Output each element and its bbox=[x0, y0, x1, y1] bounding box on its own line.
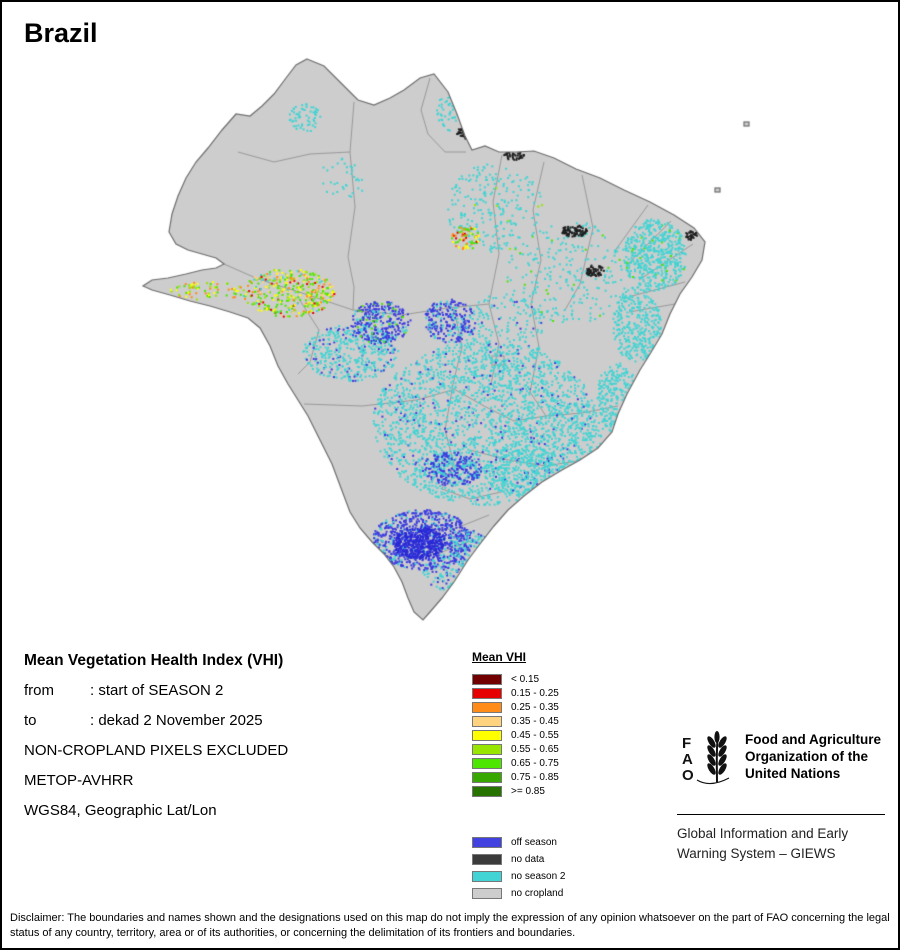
fao-block: F A O Food and Agriculture Organization … bbox=[677, 728, 885, 864]
giews-name: Global Information and Early Warning Sys… bbox=[677, 824, 885, 864]
info-label: to bbox=[24, 712, 37, 729]
legend-extra: off season no data no season 2 no cropla… bbox=[472, 834, 566, 902]
legend-swatch bbox=[472, 785, 502, 797]
fao-org-line: Organization of the bbox=[745, 749, 868, 764]
info-heading: Mean Vegetation Health Index (VHI) bbox=[24, 652, 284, 669]
giews-line: Global Information and Early bbox=[677, 826, 849, 841]
legend-item: no cropland bbox=[472, 885, 566, 902]
legend-label: 0.25 - 0.35 bbox=[511, 701, 559, 713]
fao-logo-icon: F A O bbox=[682, 731, 730, 785]
legend-swatch bbox=[472, 757, 502, 769]
legend-swatch bbox=[472, 715, 502, 727]
legend: Mean VHI < 0.15 0.15 - 0.25 0.25 - 0.35 … bbox=[472, 650, 566, 902]
fao-org-line: Food and Agriculture bbox=[745, 732, 881, 747]
legend-label: >= 0.85 bbox=[511, 785, 545, 797]
svg-text:O: O bbox=[682, 767, 694, 784]
page-title: Brazil bbox=[24, 18, 98, 48]
legend-item: 0.55 - 0.65 bbox=[472, 742, 566, 756]
legend-swatch bbox=[472, 771, 502, 783]
legend-label: 0.75 - 0.85 bbox=[511, 771, 559, 783]
legend-item: no season 2 bbox=[472, 868, 566, 885]
legend-swatch bbox=[472, 888, 502, 899]
legend-label: no data bbox=[511, 854, 545, 865]
fao-org-line: United Nations bbox=[745, 766, 841, 781]
svg-text:F: F bbox=[682, 735, 691, 752]
map-info-block: Mean Vegetation Health Index (VHI) from:… bbox=[24, 646, 288, 826]
legend-swatch bbox=[472, 701, 502, 713]
legend-swatch bbox=[472, 673, 502, 685]
legend-item: off season bbox=[472, 834, 566, 851]
info-row-noncropland: NON-CROPLAND PIXELS EXCLUDED bbox=[24, 736, 288, 766]
legend-swatch bbox=[472, 743, 502, 755]
legend-swatch bbox=[472, 854, 502, 865]
info-value: WGS84, Geographic Lat/Lon bbox=[24, 802, 217, 819]
svg-text:A: A bbox=[682, 751, 693, 768]
legend-item: no data bbox=[472, 851, 566, 868]
legend-item: >= 0.85 bbox=[472, 784, 566, 798]
info-value: : start of SEASON 2 bbox=[90, 682, 224, 699]
legend-item: 0.45 - 0.55 bbox=[472, 728, 566, 742]
legend-item: 0.25 - 0.35 bbox=[472, 700, 566, 714]
legend-label: no cropland bbox=[511, 888, 564, 899]
info-row-to: to : dekad 2 November 2025 bbox=[24, 706, 288, 736]
info-row-projection: WGS84, Geographic Lat/Lon bbox=[24, 796, 288, 826]
legend-item: < 0.15 bbox=[472, 672, 566, 686]
legend-label: 0.55 - 0.65 bbox=[511, 743, 559, 755]
info-label: from bbox=[24, 682, 54, 699]
legend-label: 0.35 - 0.45 bbox=[511, 715, 559, 727]
legend-label: off season bbox=[511, 837, 557, 848]
fao-header: F A O Food and Agriculture Organization … bbox=[677, 728, 885, 786]
legend-label: 0.45 - 0.55 bbox=[511, 729, 559, 741]
fao-divider bbox=[677, 814, 885, 815]
info-value: METOP-AVHRR bbox=[24, 772, 134, 789]
giews-line: Warning System – GIEWS bbox=[677, 846, 836, 861]
legend-swatch bbox=[472, 837, 502, 848]
fao-org-name: Food and Agriculture Organization of the… bbox=[745, 728, 881, 782]
legend-swatch bbox=[472, 687, 502, 699]
legend-item: 0.35 - 0.45 bbox=[472, 714, 566, 728]
legend-label: no season 2 bbox=[511, 871, 566, 882]
legend-swatch bbox=[472, 729, 502, 741]
legend-title: Mean VHI bbox=[472, 650, 527, 664]
info-row-sensor: METOP-AVHRR bbox=[24, 766, 288, 796]
disclaimer-text: Disclaimer: The boundaries and names sho… bbox=[10, 912, 890, 939]
legend-label: 0.65 - 0.75 bbox=[511, 757, 559, 769]
legend-item: 0.65 - 0.75 bbox=[472, 756, 566, 770]
legend-label: 0.15 - 0.25 bbox=[511, 687, 559, 699]
info-value: : dekad 2 November 2025 bbox=[90, 712, 263, 729]
info-row-from: from : start of SEASON 2 bbox=[24, 676, 288, 706]
info-value: NON-CROPLAND PIXELS EXCLUDED bbox=[24, 742, 289, 759]
legend-item: 0.75 - 0.85 bbox=[472, 770, 566, 784]
legend-item: 0.15 - 0.25 bbox=[472, 686, 566, 700]
legend-swatch bbox=[472, 871, 502, 882]
legend-label: < 0.15 bbox=[511, 673, 540, 685]
